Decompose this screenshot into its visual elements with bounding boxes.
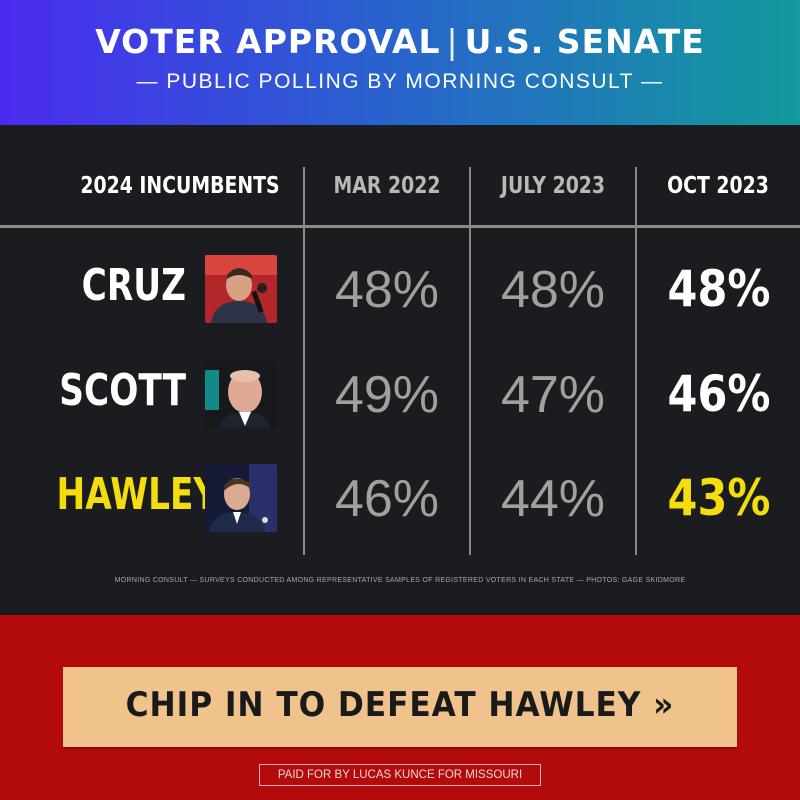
column-header-incumbents: 2024 INCUMBENTS — [80, 173, 280, 199]
row-name-scott: SCOTT — [59, 365, 186, 416]
footnote: MORNING CONSULT — SURVEYS CONDUCTED AMON… — [114, 577, 686, 584]
hawley-july-2023: 44% — [500, 470, 606, 528]
title-right: U.S. SENATE — [464, 22, 705, 61]
column-divider — [635, 167, 637, 555]
title-left: VOTER APPROVAL — [95, 22, 441, 61]
scott-oct-2023: 46% — [667, 365, 771, 423]
donate-button-label: CHIP IN TO DEFEAT HAWLEY » — [125, 685, 675, 725]
header-divider — [0, 225, 800, 228]
cruz-mar-2022: 48% — [334, 261, 440, 319]
donate-section: CHIP IN TO DEFEAT HAWLEY » PAID FOR BY L… — [0, 615, 800, 800]
column-divider — [303, 167, 305, 555]
scott-mar-2022: 49% — [334, 366, 440, 424]
hawley-mar-2022: 46% — [334, 470, 440, 528]
header-subtitle: — PUBLIC POLLING BY MORNING CONSULT — — [136, 70, 664, 93]
row-name-hawley: HAWLEY — [56, 469, 219, 520]
cruz-july-2023: 48% — [500, 261, 606, 319]
donate-button[interactable]: CHIP IN TO DEFEAT HAWLEY » — [63, 667, 737, 747]
cruz-oct-2023: 48% — [667, 260, 771, 318]
polling-table: 2024 INCUMBENTS MAR 2022 JULY 2023 OCT 2… — [0, 125, 800, 615]
column-header-mar-2022: MAR 2022 — [333, 173, 441, 199]
title-separator: | — [446, 22, 459, 61]
cruz-photo — [205, 255, 277, 323]
hawley-oct-2023: 43% — [667, 469, 771, 527]
scott-july-2023: 47% — [500, 366, 606, 424]
hawley-photo — [205, 464, 277, 532]
column-divider — [469, 167, 471, 555]
header-banner: VOTER APPROVAL | U.S. SENATE — PUBLIC POLL… — [0, 0, 800, 125]
scott-photo — [205, 360, 277, 428]
paid-for-disclaimer: PAID FOR BY LUCAS KUNCE FOR MISSOURI — [259, 764, 541, 786]
header-title: VOTER APPROVAL | U.S. SENATE — [0, 22, 800, 61]
column-header-oct-2023: OCT 2023 — [667, 173, 769, 199]
column-header-july-2023: JULY 2023 — [500, 173, 606, 199]
row-name-cruz: CRUZ — [81, 260, 186, 311]
